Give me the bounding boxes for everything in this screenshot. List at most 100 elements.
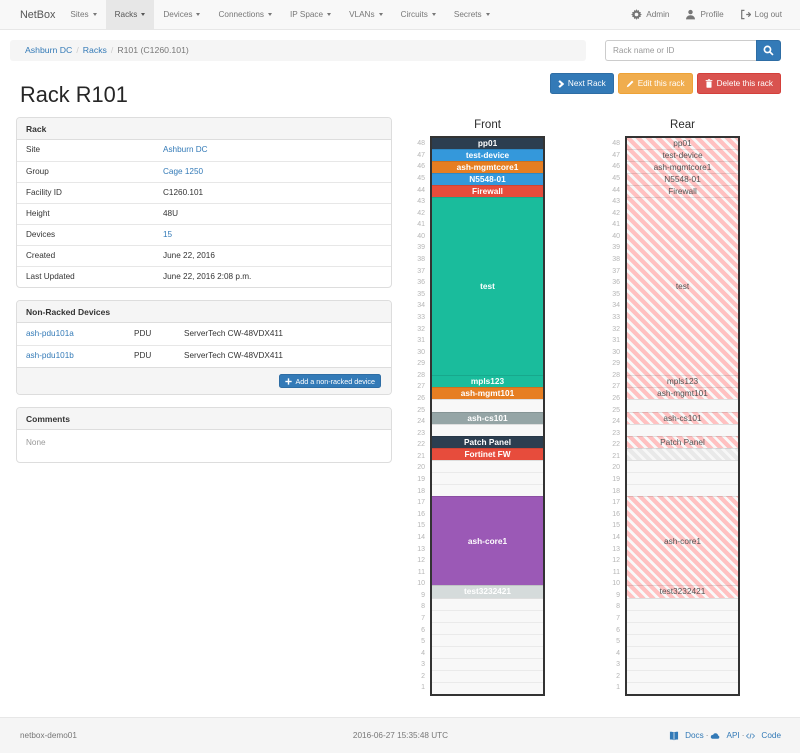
search-input[interactable]	[605, 40, 756, 61]
delete-rack-button[interactable]: Delete this rack	[696, 73, 781, 94]
next-rack-button[interactable]: Next Rack	[549, 73, 614, 94]
front-rack: pp01 test-device ash-mgmtcore1 N5548-01 Fire…	[430, 136, 545, 696]
rack-device[interactable]: test3232421	[627, 585, 738, 597]
rack-device[interactable]: N5548-01	[627, 173, 738, 185]
rack-device[interactable]: ash-cs101	[432, 411, 543, 424]
nonracked-panel-title: Non-Racked Devices	[17, 301, 391, 323]
unit-number: 22	[612, 441, 620, 449]
rack-empty-unit[interactable]	[627, 609, 738, 622]
unit-number: 3	[421, 661, 425, 669]
unit-number: 33	[612, 313, 620, 321]
rack-empty-unit[interactable]	[432, 597, 543, 610]
footer-link-code[interactable]: Code	[746, 731, 781, 740]
device-link[interactable]: ash-pdu101a	[26, 328, 74, 338]
add-nonracked-device-button[interactable]: Add a non-racked device	[278, 374, 381, 388]
rack-empty-unit[interactable]	[627, 681, 738, 694]
rack-empty-unit[interactable]	[627, 645, 738, 658]
rack-device[interactable]: Patch Panel	[432, 435, 543, 448]
rack-device[interactable]: N5548-01	[432, 173, 543, 186]
nav-item-circuits[interactable]: Circuits	[392, 0, 445, 29]
rack-device[interactable]: mpls123	[627, 375, 738, 387]
rack-empty-unit[interactable]	[627, 657, 738, 670]
device-link[interactable]: ash-pdu101b	[26, 351, 74, 361]
rack-device[interactable]: mpls123	[432, 375, 543, 388]
breadcrumb-link[interactable]: Racks	[82, 45, 107, 55]
rack-empty-unit[interactable]	[432, 681, 543, 694]
rack-device[interactable]: pp01	[432, 138, 543, 150]
rack-device[interactable]: test3232421	[432, 585, 543, 598]
footer-link-api[interactable]: API	[710, 731, 740, 740]
rack-empty-unit[interactable]	[627, 483, 738, 496]
unit-number: 34	[417, 302, 425, 310]
footer-link-docs[interactable]: Docs	[669, 731, 704, 741]
rack-empty-unit[interactable]	[432, 423, 543, 436]
rack-attribute-row: Site Ashburn DC	[17, 140, 391, 161]
breadcrumb-link[interactable]: Ashburn DC	[25, 45, 73, 55]
nav-item-devices[interactable]: Devices	[154, 0, 209, 29]
caret-down-icon	[485, 13, 490, 16]
attribute-value-link[interactable]: 15	[163, 229, 173, 239]
unit-number: 26	[612, 395, 620, 402]
unit-number: 43	[612, 198, 620, 206]
attribute-value-link[interactable]: Cage 1250	[163, 166, 204, 176]
unit-number: 35	[612, 290, 620, 298]
rack-device[interactable]: test	[627, 197, 738, 375]
rack-empty-unit[interactable]	[627, 633, 738, 646]
rack-device[interactable]: ash-mgmt101	[627, 387, 738, 399]
unit-number: 10	[612, 580, 620, 588]
rack-empty-unit[interactable]	[432, 399, 543, 412]
nav-item-connections[interactable]: Connections	[209, 0, 281, 29]
rack-device[interactable]: Firewall	[627, 185, 738, 197]
device-label: test	[675, 281, 690, 292]
attribute-value-link[interactable]: Ashburn DC	[163, 145, 208, 155]
unit-number: 25	[612, 406, 620, 414]
rack-device[interactable]: ash-core1	[627, 495, 738, 586]
rack-empty-unit[interactable]	[432, 609, 543, 622]
nav-item-ip-space[interactable]: IP Space	[281, 0, 340, 29]
nav-item-racks[interactable]: Racks	[105, 0, 155, 29]
rack-empty-unit[interactable]	[432, 471, 543, 484]
rack-device[interactable]: Patch Panel	[627, 435, 738, 448]
rack-empty-unit[interactable]	[627, 459, 738, 472]
rack-empty-unit[interactable]	[627, 621, 738, 634]
search-button[interactable]	[756, 40, 781, 61]
rack-device[interactable]: ash-mgmt101	[432, 387, 543, 400]
rack-device[interactable]: ash-mgmtcore1	[627, 161, 738, 173]
rack-device[interactable]: ash-cs101	[627, 411, 738, 424]
attribute-value: 48U	[154, 202, 391, 224]
rack-empty-unit[interactable]	[627, 399, 738, 412]
rack-empty-unit[interactable]	[627, 597, 738, 610]
rack-device[interactable]: test	[432, 197, 543, 376]
rack-device[interactable]: Firewall	[432, 185, 543, 198]
device-label: test-device	[662, 150, 703, 161]
brand[interactable]: NetBox	[20, 8, 56, 21]
rack-device[interactable]: test-device	[432, 149, 543, 162]
rack-empty-unit[interactable]	[432, 621, 543, 634]
device-type-cell: ServerTech CW-48VDX411	[184, 328, 283, 338]
nav-item-profile[interactable]: Profile	[677, 0, 731, 29]
nav-item-secrets[interactable]: Secrets	[445, 0, 499, 29]
rack-empty-unit[interactable]	[627, 423, 738, 436]
rack-attribute-row: Group Cage 1250	[17, 160, 391, 182]
rack-empty-unit[interactable]	[432, 669, 543, 682]
rack-empty-unit[interactable]	[432, 645, 543, 658]
rack-device[interactable]: pp01	[627, 138, 738, 149]
rack-device[interactable]: Fortinet FW	[432, 447, 543, 460]
edit-rack-button[interactable]: Edit this rack	[617, 73, 693, 94]
rack-empty-unit[interactable]	[627, 669, 738, 682]
rack-empty-unit[interactable]	[432, 459, 543, 472]
rack-empty-unit[interactable]	[627, 471, 738, 484]
nav-item-vlans[interactable]: VLANs	[340, 0, 391, 29]
rack-device[interactable]: ash-mgmtcore1	[432, 161, 543, 174]
rack-device[interactable]: ash-core1	[432, 495, 543, 586]
nav-item-admin[interactable]: Admin	[623, 0, 677, 29]
nav-item-sites[interactable]: Sites	[61, 0, 105, 29]
rack-device[interactable]	[627, 447, 738, 460]
nav-item-log-out[interactable]: Log out	[732, 0, 790, 29]
footer-hostname: netbox-demo01	[20, 731, 77, 740]
rack-empty-unit[interactable]	[432, 633, 543, 646]
attribute-value: June 22, 2016	[154, 244, 391, 266]
rack-empty-unit[interactable]	[432, 657, 543, 670]
rack-device[interactable]: test-device	[627, 149, 738, 161]
rack-empty-unit[interactable]	[432, 483, 543, 496]
